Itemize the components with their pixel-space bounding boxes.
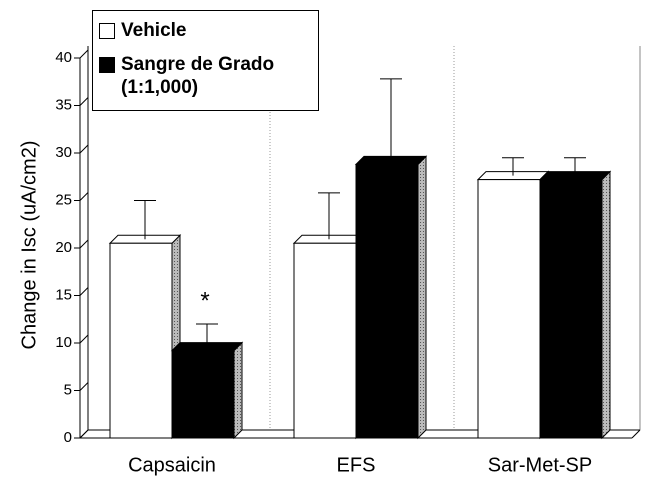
bar-side bbox=[601, 170, 611, 440]
y-tick-label: 35 bbox=[55, 96, 72, 113]
y-tick-back bbox=[79, 334, 89, 344]
y-tick-label: 0 bbox=[64, 429, 72, 446]
y-tick-label: 25 bbox=[55, 191, 72, 208]
y-tick-back bbox=[79, 287, 89, 296]
y-tick-label: 10 bbox=[55, 334, 72, 351]
bar bbox=[477, 179, 541, 439]
y-tick-label: 15 bbox=[55, 286, 72, 303]
y-tick-back bbox=[79, 382, 89, 391]
x-tick-label: Capsaicin bbox=[128, 454, 216, 476]
legend: Vehicle Sangre de Grado (1:1,000) bbox=[92, 10, 319, 111]
y-tick-label: 20 bbox=[55, 239, 72, 256]
legend-label: Sangre de Grado (1:1,000) bbox=[121, 54, 275, 98]
bar bbox=[109, 242, 173, 439]
y-tick-back bbox=[79, 239, 89, 249]
y-tick-back bbox=[79, 429, 89, 439]
bar bbox=[355, 163, 419, 439]
legend-label: Vehicle bbox=[121, 20, 187, 41]
y-tick-back bbox=[79, 192, 89, 201]
y-tick-back bbox=[79, 97, 89, 106]
bar-side bbox=[417, 155, 427, 440]
legend-swatch bbox=[99, 23, 115, 39]
y-axis-label: Change in Isc (uA/cm2) bbox=[18, 141, 40, 350]
x-tick-label: Sar-Met-SP bbox=[488, 454, 592, 476]
bar bbox=[171, 350, 235, 439]
floor-right bbox=[631, 429, 641, 439]
y-tick-back bbox=[79, 49, 89, 59]
legend-swatch bbox=[99, 57, 115, 73]
bar bbox=[539, 179, 603, 439]
bar bbox=[293, 242, 357, 439]
y-tick-label: 40 bbox=[55, 49, 72, 66]
y-tick-label: 5 bbox=[64, 381, 72, 398]
y-tick-label: 30 bbox=[55, 144, 72, 161]
annotation: * bbox=[200, 287, 209, 314]
bar-side bbox=[233, 341, 243, 440]
x-tick-label: EFS bbox=[337, 454, 376, 476]
y-tick-back bbox=[79, 144, 89, 154]
